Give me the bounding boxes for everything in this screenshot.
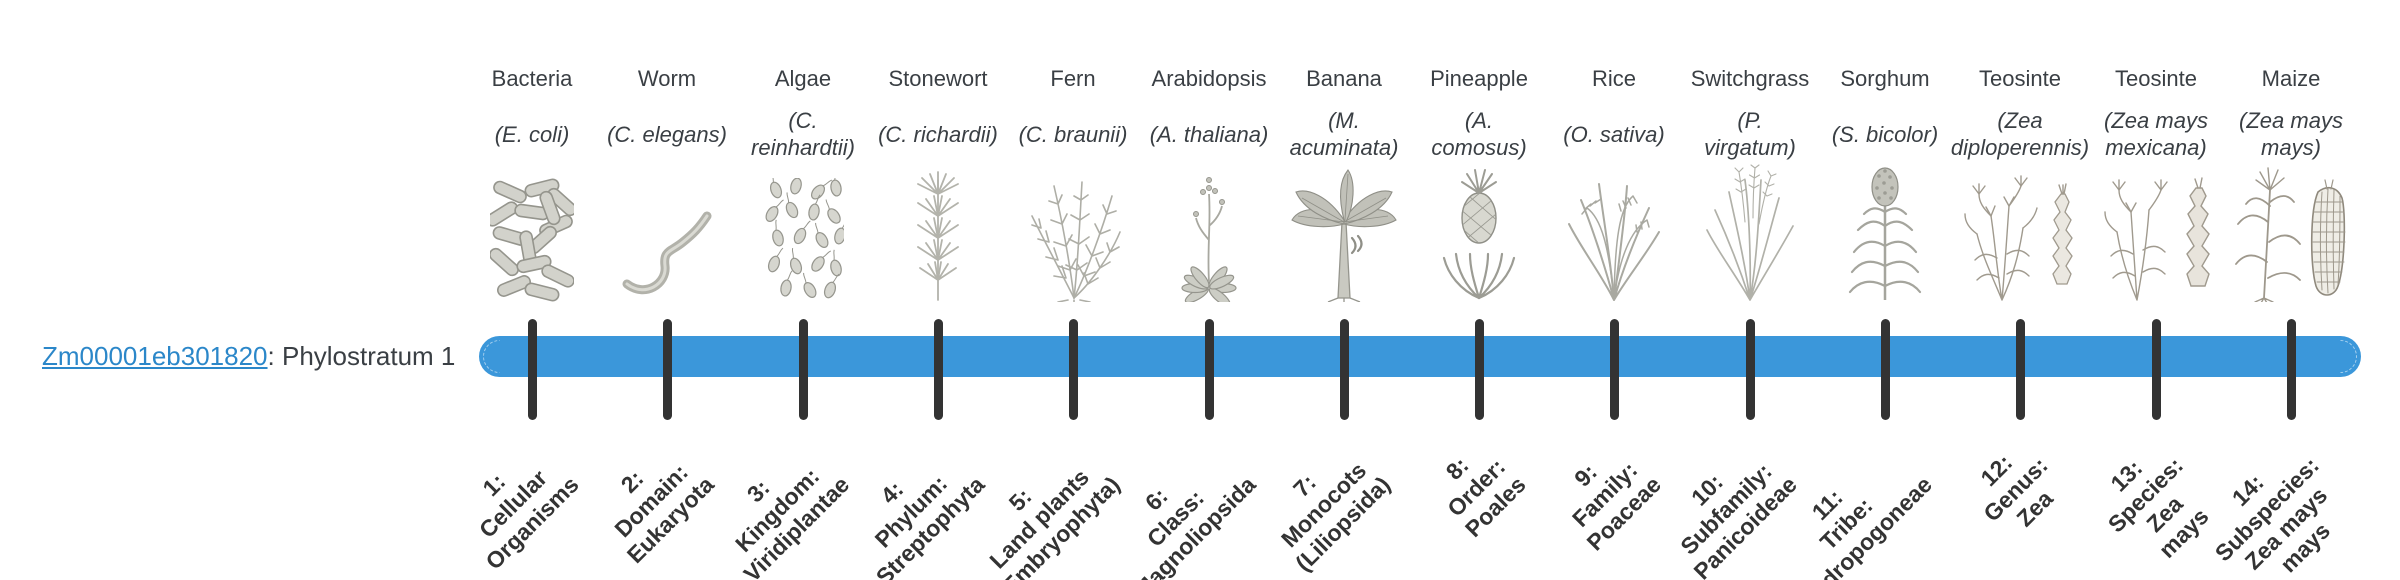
pineapple-icon	[1399, 169, 1559, 302]
taxon-sci-name: (E. coli)	[494, 121, 570, 147]
phylostratum-tick	[662, 319, 672, 420]
taxon-column: Worm (C. elegans) 2: Domain: Eukaryota	[587, 0, 747, 580]
taxon-sci-name: (Zea mays mays)	[2239, 108, 2343, 160]
algae-icon	[723, 170, 883, 302]
gene-label: Zm00001eb301820: Phylostratum 1	[42, 341, 455, 372]
switchgrass-icon	[1670, 164, 1830, 302]
taxon-name: Stonewort	[888, 66, 988, 91]
worm-icon	[587, 170, 747, 302]
taxon-column: Rice (O. sativa) 9: Family: Poaceae	[1534, 0, 1694, 580]
taxon-sci-name: (C. reinhardtii)	[751, 108, 855, 160]
phylostratum-bar	[479, 336, 2361, 377]
teosinte-mexicana-icon	[2076, 170, 2236, 302]
taxon-column: Stonewort (C. richardii) 4: Phylum: Stre…	[858, 0, 1018, 580]
stonewort-icon	[858, 170, 1018, 302]
taxon-sci-name: (C. braunii)	[1018, 121, 1128, 147]
phylostratum-tick	[527, 319, 537, 420]
gene-link[interactable]: Zm00001eb301820	[42, 341, 268, 371]
taxon-sci-name: (C. richardii)	[878, 121, 998, 147]
taxon-column: Algae (C. reinhardtii)	[723, 0, 883, 580]
phylostratum-tick	[933, 319, 943, 420]
taxon-column: Teosinte (Zea mays mexicana) 13: Species…	[2076, 0, 2236, 580]
stratum-label: 3: Kingdom: Viridiplantae	[730, 462, 855, 580]
taxon-sci-name: (Zea mays mexicana)	[2104, 108, 2208, 160]
teosinte-diploperennis-icon	[1940, 170, 2100, 302]
stratum-label: 8: Order: Poales	[1440, 451, 1531, 543]
phylostratum-tick	[1204, 319, 1214, 420]
sorghum-icon	[1805, 167, 1965, 302]
phylostratum-tick	[2151, 319, 2161, 420]
taxon-name: Sorghum	[1840, 66, 1930, 91]
taxon-name: Arabidopsis	[1151, 66, 1267, 91]
taxon-name: Bacteria	[491, 66, 573, 91]
phylostratum-tick	[798, 319, 808, 420]
phylostratum-tick	[1474, 319, 1484, 420]
taxon-name: Rice	[1591, 66, 1636, 91]
taxon-sci-name: (A. comosus)	[1431, 108, 1527, 160]
taxon-sci-name: (M. acuminata)	[1289, 108, 1399, 160]
taxon-column: Bacteria (E. coli) 1: Cellul	[452, 0, 612, 580]
taxon-column: Switchgrass (P. virgatum) 10: Subfamily:…	[1670, 0, 1830, 580]
taxon-column: Pineapple (A. comosus) 8: Order: Poales	[1399, 0, 1559, 580]
phylostratum-tick	[1880, 319, 1890, 420]
taxon-column: Maize (Zea mays mays) 14: Subspecies: Ze…	[2209, 0, 2371, 580]
stratum-label: 13: Species: Zea mays	[2103, 452, 2215, 564]
phylostratum-tick	[1609, 319, 1619, 420]
stratum-label: 2: Domain: Eukaryota	[609, 458, 719, 569]
taxon-column: Fern (C. braunii) 5: Land plants (Embryo…	[984, 0, 1153, 580]
stratum-label: 1: Cellular Organisms	[473, 464, 584, 575]
phylostratum-tick	[1068, 319, 1078, 420]
bacteria-icon	[452, 170, 612, 302]
taxon-name: Fern	[1050, 66, 1096, 91]
taxon-name: Teosinte	[1979, 66, 2061, 91]
taxon-name: Teosinte	[2115, 66, 2197, 91]
phylostratum-tick	[2286, 319, 2296, 420]
taxon-sci-name: (S. bicolor)	[1831, 121, 1939, 147]
stratum-label: 12: Genus: Zea	[1975, 449, 2058, 532]
phylostratum-tick	[2015, 319, 2025, 420]
taxon-sci-name: (Zea diploperennis)	[1950, 108, 2090, 160]
stratum-label: 14: Subspecies: Zea mays mays	[2209, 452, 2335, 578]
taxon-name: Banana	[1306, 66, 1382, 91]
taxon-column: Arabidopsis (A. thaliana)	[1129, 0, 1289, 580]
taxon-name: Maize	[2261, 66, 2321, 91]
arabidopsis-icon	[1129, 170, 1289, 302]
taxon-column: Banana (M. acuminata) 7: Monocots (Lilio…	[1264, 0, 1424, 580]
taxon-sci-name: (O. sativa)	[1563, 121, 1665, 147]
taxon-sci-name: (P. virgatum)	[1704, 108, 1796, 160]
taxon-column: Sorghum (S. bicolor)	[1794, 0, 1965, 580]
phylostratum-tick	[1745, 319, 1755, 420]
taxon-name: Worm	[637, 66, 697, 91]
taxon-column: Teosinte (Zea diploperennis) 12: Genus: …	[1940, 0, 2100, 580]
fern-icon	[993, 170, 1153, 302]
phylostratum-tick	[1339, 319, 1349, 420]
gene-phylostratum-text: : Phylostratum 1	[267, 341, 456, 371]
rice-icon	[1534, 170, 1694, 302]
taxon-name: Pineapple	[1430, 66, 1528, 91]
maize-icon	[2211, 167, 2371, 302]
stratum-label: 9: Family: Poaceae	[1566, 456, 1666, 556]
taxon-sci-name: (A. thaliana)	[1149, 121, 1269, 147]
taxon-name: Algae	[774, 66, 832, 91]
banana-icon	[1264, 169, 1424, 302]
stratum-label: 7: Monocots (Liliopsida)	[1276, 457, 1396, 577]
taxon-name: Switchgrass	[1690, 66, 1810, 91]
taxon-sci-name: (C. elegans)	[607, 121, 727, 147]
